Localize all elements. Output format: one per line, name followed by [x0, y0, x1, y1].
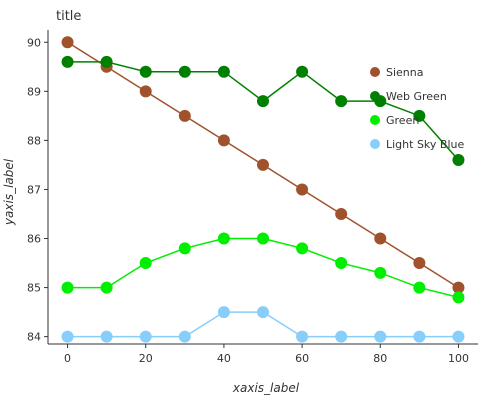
- data-point-web-green: [100, 55, 113, 68]
- data-point-green: [100, 281, 113, 294]
- data-point-green: [335, 257, 348, 270]
- data-point-web-green: [335, 95, 348, 108]
- y-axis-title: yaxis_label: [2, 158, 16, 226]
- data-point-web-green: [139, 65, 152, 78]
- data-point-web-green: [296, 65, 309, 78]
- x-axis-title: xaxis_label: [232, 381, 300, 395]
- data-point-sienna: [257, 158, 269, 171]
- legend-label-light-sky-blue: Light Sky Blue: [386, 138, 464, 151]
- data-point-light-sky-blue: [139, 330, 152, 343]
- y-tick-label: 86: [27, 233, 41, 246]
- series-green: [61, 232, 465, 304]
- data-point-web-green: [61, 55, 74, 68]
- data-point-sienna: [296, 183, 309, 196]
- chart-title: title: [56, 9, 81, 24]
- x-axis: 0 20 40 60 80 100: [48, 343, 478, 365]
- data-point-web-green: [452, 154, 465, 167]
- data-point-light-sky-blue: [296, 330, 309, 343]
- data-point-light-sky-blue: [217, 306, 230, 319]
- x-tick-label: 100: [448, 352, 469, 365]
- data-point-sienna: [452, 281, 465, 294]
- legend-marker-web-green: [370, 91, 380, 101]
- data-point-sienna: [413, 257, 426, 270]
- x-tick-label: 0: [64, 352, 71, 365]
- y-axis: 84 85 86 87 88 89 90: [27, 30, 49, 344]
- data-point-green: [257, 232, 269, 245]
- y-tick-label: 88: [27, 134, 41, 147]
- legend-item-web-green: Web Green: [370, 90, 447, 103]
- data-point-light-sky-blue: [374, 330, 387, 343]
- legend-label-sienna: Sienna: [386, 66, 424, 79]
- series-sienna: [61, 36, 465, 294]
- legend-item-sienna: Sienna: [370, 66, 424, 79]
- series-line-green: [67, 237, 459, 299]
- data-point-web-green: [413, 109, 426, 122]
- x-tick-label: 20: [139, 352, 153, 365]
- data-point-green: [178, 242, 191, 255]
- y-tick-label: 87: [27, 183, 41, 196]
- data-point-sienna: [374, 232, 387, 245]
- data-point-sienna: [139, 85, 152, 98]
- x-tick-label: 60: [295, 352, 309, 365]
- series-light-sky-blue: [61, 306, 465, 343]
- x-tick-label: 80: [373, 352, 387, 365]
- x-tick-label: 40: [217, 352, 231, 365]
- legend-marker-sienna: [370, 67, 380, 77]
- y-tick-label: 89: [27, 85, 41, 98]
- legend-item-light-sky-blue: Light Sky Blue: [370, 138, 464, 151]
- data-point-sienna: [217, 134, 230, 147]
- data-point-light-sky-blue: [178, 330, 191, 343]
- y-tick-label: 90: [27, 36, 41, 49]
- legend-label-web-green: Web Green: [386, 90, 447, 103]
- data-point-sienna: [335, 207, 348, 220]
- data-point-web-green: [217, 65, 230, 78]
- legend-marker-green: [370, 115, 380, 125]
- series-web-green: [61, 55, 465, 167]
- data-point-green: [452, 291, 465, 304]
- data-point-light-sky-blue: [61, 330, 74, 343]
- legend-label-green: Green: [386, 114, 419, 127]
- data-point-green: [374, 266, 387, 279]
- data-point-green: [139, 257, 152, 270]
- data-point-light-sky-blue: [257, 306, 269, 319]
- data-point-sienna: [178, 109, 191, 122]
- legend: Sienna Web Green Green Light Sky Blue: [370, 66, 464, 151]
- data-point-light-sky-blue: [452, 330, 465, 343]
- data-point-light-sky-blue: [335, 330, 348, 343]
- legend-item-green: Green: [370, 114, 419, 127]
- plot-area: [61, 36, 465, 343]
- data-point-green: [413, 281, 426, 294]
- data-point-green: [217, 232, 230, 245]
- data-point-sienna: [61, 36, 74, 49]
- y-tick-label: 85: [27, 282, 41, 295]
- legend-marker-light-sky-blue: [370, 139, 380, 149]
- data-point-web-green: [178, 65, 191, 78]
- data-point-green: [61, 281, 74, 294]
- data-point-light-sky-blue: [413, 330, 426, 343]
- data-point-light-sky-blue: [100, 330, 113, 343]
- data-point-green: [296, 242, 309, 255]
- data-point-web-green: [257, 95, 269, 108]
- y-tick-label: 84: [27, 331, 41, 344]
